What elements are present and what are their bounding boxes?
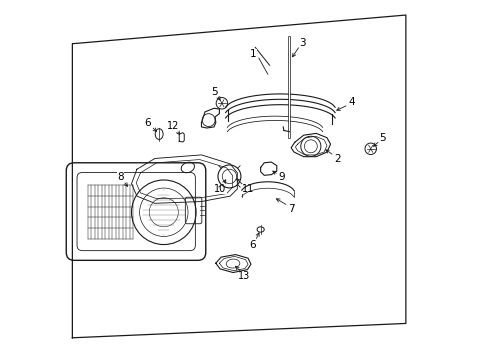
Text: 1: 1 <box>250 49 256 59</box>
Text: 6: 6 <box>248 239 255 249</box>
Text: 8: 8 <box>117 172 123 183</box>
Text: 5: 5 <box>210 87 217 97</box>
Text: 2: 2 <box>334 154 340 164</box>
Text: 13: 13 <box>238 271 250 281</box>
Text: 4: 4 <box>348 97 355 107</box>
Text: 12: 12 <box>166 121 179 131</box>
Text: 5: 5 <box>379 133 386 143</box>
Text: 7: 7 <box>287 204 294 214</box>
Text: 11: 11 <box>242 184 254 194</box>
Text: 9: 9 <box>278 172 285 182</box>
Text: 3: 3 <box>299 38 305 48</box>
Text: 6: 6 <box>144 118 151 128</box>
Text: 10: 10 <box>214 184 226 194</box>
